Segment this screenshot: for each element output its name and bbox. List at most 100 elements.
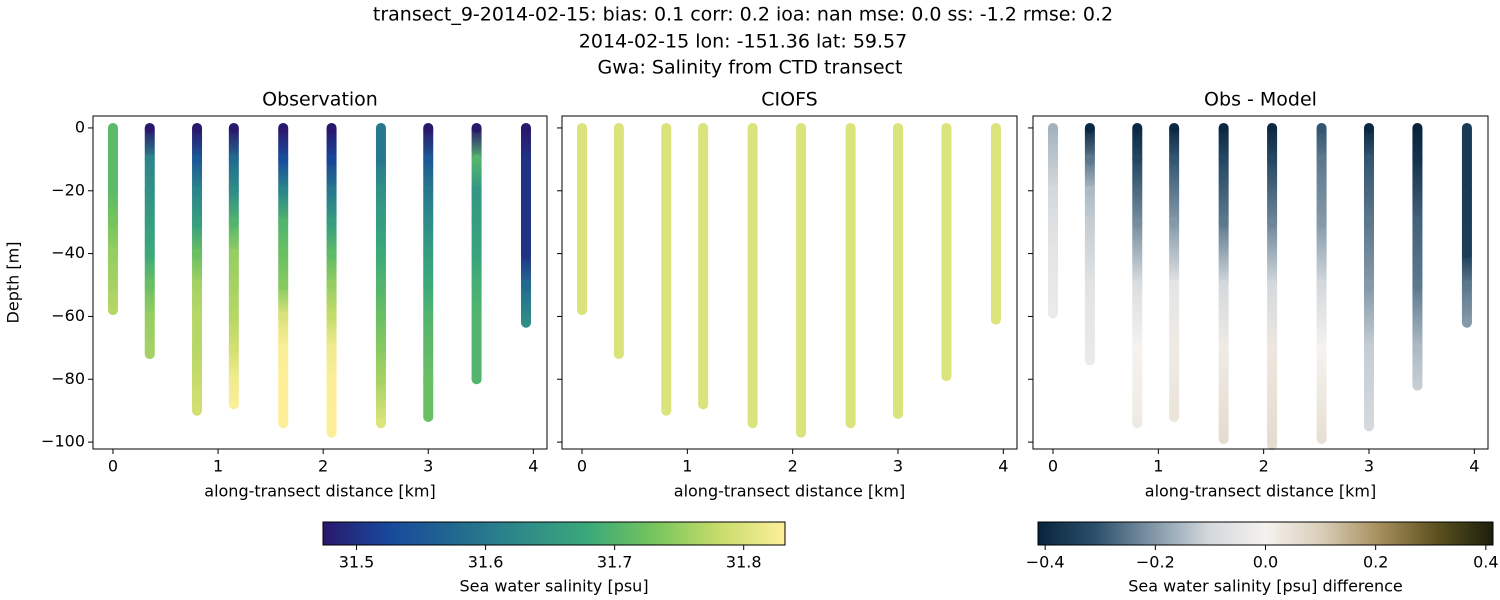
point	[1316, 342, 1327, 353]
point	[107, 248, 118, 259]
colorbar	[322, 521, 786, 546]
cast-segment	[471, 222, 482, 254]
point	[326, 217, 337, 228]
cast-segment	[471, 253, 482, 286]
point	[107, 305, 118, 316]
cast-segment	[228, 379, 239, 405]
cast-segment	[278, 379, 289, 424]
point	[278, 342, 289, 353]
cast-segment	[107, 159, 118, 191]
cast-segment	[1267, 222, 1278, 286]
cast-segment	[228, 285, 239, 317]
axes-frame	[561, 115, 1018, 450]
cast-segment	[1084, 127, 1095, 160]
point	[1132, 154, 1143, 165]
x-tick-label: 4	[528, 457, 538, 476]
point	[1461, 317, 1472, 328]
point	[1316, 217, 1327, 228]
point	[326, 154, 337, 165]
x-axis-label: along-transect distance [km]	[1145, 482, 1376, 501]
x-tick-label: 3	[423, 457, 433, 476]
point	[278, 154, 289, 165]
panel: Observation along-transect distance [km] D…	[4, 89, 548, 501]
cast-segment	[326, 347, 337, 380]
panel: Obs - Model along-transect distance [km] 0…	[1028, 89, 1489, 501]
cast-segment	[228, 253, 239, 286]
point	[613, 122, 624, 133]
cast-segment	[1169, 222, 1180, 286]
x-tick-label: 3	[1364, 457, 1374, 476]
cast-segment	[698, 127, 709, 405]
point	[326, 374, 337, 385]
cast-segment	[326, 127, 337, 160]
point	[375, 122, 386, 133]
cast-segment	[375, 159, 386, 191]
cast-segment	[107, 253, 118, 286]
point	[1412, 154, 1423, 165]
point	[1218, 342, 1229, 353]
panel: CIOFS along-transect distance [km] 0 1 2 3 4	[557, 89, 1018, 501]
x-tick-label: 3	[893, 457, 903, 476]
point	[845, 418, 856, 429]
point	[990, 314, 1001, 325]
cast-segment	[1084, 285, 1095, 361]
x-tick-label: 2	[318, 457, 328, 476]
point	[1267, 154, 1278, 165]
cast-segment	[107, 127, 118, 160]
point	[661, 122, 672, 133]
point	[1218, 217, 1229, 228]
cast-segment	[375, 347, 386, 380]
point	[326, 122, 337, 133]
colorbar-tick-label: 31.5	[339, 553, 375, 572]
cast-segment	[1084, 190, 1095, 223]
cast-segment	[375, 285, 386, 317]
cast-segment	[1363, 127, 1374, 160]
point	[471, 342, 482, 353]
point	[941, 122, 952, 133]
point	[1084, 355, 1095, 366]
point	[1084, 217, 1095, 228]
cast-segment	[326, 316, 337, 348]
point	[892, 122, 903, 133]
cast-segment	[1412, 285, 1423, 348]
point	[1132, 217, 1143, 228]
x-axis-label: along-transect distance [km]	[204, 482, 435, 501]
colorbar-tick-label: 31.7	[597, 553, 633, 572]
point	[1132, 418, 1143, 429]
cast-segment	[326, 253, 337, 286]
point	[1267, 122, 1278, 133]
point	[1048, 308, 1059, 319]
cast-segment	[941, 127, 952, 377]
point	[423, 280, 434, 291]
cast-segment	[228, 316, 239, 348]
point	[941, 371, 952, 382]
point	[1461, 248, 1472, 259]
point	[228, 280, 239, 291]
cast-segment	[1363, 222, 1374, 286]
cast-segment	[192, 253, 203, 286]
suptitle: 2014-02-15 lon: -151.36 lat: 59.57	[579, 31, 907, 53]
cast-segment	[1363, 159, 1374, 223]
point	[1363, 421, 1374, 432]
cast-segment	[144, 159, 155, 191]
point	[520, 280, 531, 291]
x-tick-label: 1	[213, 457, 223, 476]
suptitle: transect_9-2014-02-15: bias: 0.1 corr: 0…	[373, 4, 1113, 26]
point	[228, 154, 239, 165]
cast-segment	[375, 253, 386, 286]
cast-segment	[1169, 159, 1180, 223]
point	[278, 122, 289, 133]
point	[1461, 185, 1472, 196]
cast-segment	[1169, 347, 1180, 417]
cast-segment	[423, 316, 434, 348]
point	[375, 418, 386, 429]
point	[1169, 122, 1180, 133]
point	[278, 248, 289, 259]
cast-segment	[520, 127, 531, 160]
cast-segment	[471, 316, 482, 348]
y-tick-label: −80	[51, 369, 85, 388]
point	[1363, 342, 1374, 353]
cast-segment	[375, 316, 386, 348]
cast-segment	[1218, 127, 1229, 160]
